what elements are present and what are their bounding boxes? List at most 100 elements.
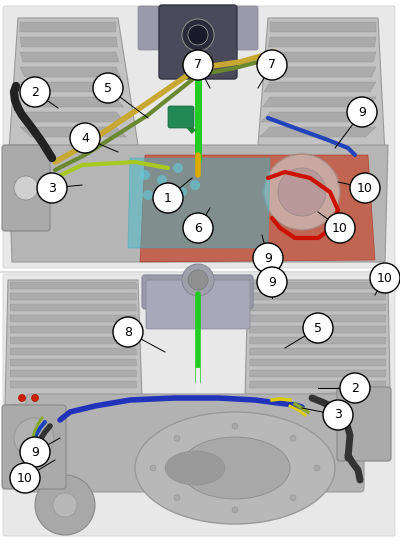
- Circle shape: [157, 175, 167, 185]
- Text: 4: 4: [81, 132, 89, 145]
- Polygon shape: [8, 145, 388, 262]
- Ellipse shape: [180, 437, 290, 499]
- FancyBboxPatch shape: [159, 5, 237, 79]
- Text: 9: 9: [264, 251, 272, 264]
- Ellipse shape: [135, 412, 335, 524]
- FancyBboxPatch shape: [3, 6, 395, 268]
- Circle shape: [347, 97, 377, 127]
- Text: 10: 10: [17, 472, 33, 485]
- Polygon shape: [264, 82, 376, 92]
- Polygon shape: [250, 359, 386, 366]
- Circle shape: [174, 494, 180, 500]
- Polygon shape: [10, 359, 136, 366]
- FancyBboxPatch shape: [138, 6, 170, 50]
- Circle shape: [253, 243, 283, 273]
- Circle shape: [10, 463, 40, 493]
- Circle shape: [113, 317, 143, 347]
- Circle shape: [183, 50, 213, 80]
- Circle shape: [37, 173, 67, 203]
- Polygon shape: [20, 127, 126, 137]
- Circle shape: [93, 73, 123, 103]
- Polygon shape: [250, 370, 386, 377]
- Circle shape: [14, 418, 54, 458]
- Text: 9: 9: [31, 446, 39, 459]
- Polygon shape: [258, 18, 385, 155]
- Circle shape: [340, 373, 370, 403]
- Text: 1: 1: [164, 191, 172, 205]
- Text: 7: 7: [268, 59, 276, 71]
- Polygon shape: [250, 304, 386, 311]
- Circle shape: [370, 263, 400, 293]
- Polygon shape: [250, 337, 386, 344]
- Circle shape: [188, 270, 208, 290]
- Polygon shape: [10, 282, 136, 289]
- Ellipse shape: [165, 451, 225, 485]
- Polygon shape: [245, 280, 390, 398]
- Polygon shape: [5, 280, 142, 405]
- Polygon shape: [250, 326, 386, 333]
- Text: 9: 9: [358, 106, 366, 119]
- Circle shape: [257, 267, 287, 297]
- Circle shape: [173, 163, 183, 173]
- Circle shape: [35, 475, 95, 535]
- Circle shape: [264, 154, 340, 230]
- Polygon shape: [262, 97, 376, 107]
- Circle shape: [143, 190, 153, 200]
- Circle shape: [290, 435, 296, 441]
- Polygon shape: [20, 52, 119, 62]
- Polygon shape: [250, 348, 386, 355]
- Text: 3: 3: [334, 409, 342, 422]
- Polygon shape: [10, 381, 136, 388]
- FancyBboxPatch shape: [26, 394, 364, 492]
- Polygon shape: [20, 22, 116, 32]
- Text: 3: 3: [48, 182, 56, 195]
- Polygon shape: [10, 370, 136, 377]
- Text: 5: 5: [314, 322, 322, 335]
- Circle shape: [18, 394, 26, 401]
- Polygon shape: [250, 282, 386, 289]
- Circle shape: [160, 195, 170, 205]
- Polygon shape: [10, 304, 136, 311]
- Circle shape: [183, 213, 213, 243]
- Circle shape: [177, 187, 187, 197]
- Text: 2: 2: [351, 381, 359, 394]
- Text: 10: 10: [377, 271, 393, 285]
- Circle shape: [325, 213, 355, 243]
- Polygon shape: [8, 18, 138, 165]
- Circle shape: [182, 19, 214, 51]
- Text: 5: 5: [104, 82, 112, 95]
- Circle shape: [314, 465, 320, 471]
- Polygon shape: [250, 315, 386, 322]
- Polygon shape: [10, 293, 136, 300]
- Circle shape: [20, 77, 50, 107]
- Text: 6: 6: [194, 221, 202, 234]
- Circle shape: [257, 50, 287, 80]
- FancyBboxPatch shape: [3, 274, 395, 536]
- FancyBboxPatch shape: [168, 106, 194, 128]
- Polygon shape: [20, 112, 125, 122]
- Circle shape: [70, 123, 100, 153]
- Text: 10: 10: [332, 221, 348, 234]
- Polygon shape: [270, 22, 376, 32]
- Polygon shape: [20, 37, 118, 47]
- FancyBboxPatch shape: [142, 275, 253, 309]
- Text: 10: 10: [357, 182, 373, 195]
- Polygon shape: [20, 82, 122, 92]
- Circle shape: [323, 400, 353, 430]
- Circle shape: [182, 264, 214, 296]
- Circle shape: [190, 180, 200, 190]
- Circle shape: [14, 176, 38, 200]
- Polygon shape: [267, 52, 376, 62]
- Circle shape: [32, 394, 38, 401]
- Text: 2: 2: [31, 85, 39, 98]
- FancyBboxPatch shape: [2, 405, 66, 489]
- Polygon shape: [268, 37, 376, 47]
- FancyBboxPatch shape: [2, 145, 50, 231]
- Text: 7: 7: [194, 59, 202, 71]
- Circle shape: [303, 313, 333, 343]
- Polygon shape: [20, 67, 120, 77]
- Circle shape: [150, 465, 156, 471]
- Polygon shape: [128, 158, 270, 248]
- Circle shape: [350, 173, 380, 203]
- Circle shape: [232, 423, 238, 429]
